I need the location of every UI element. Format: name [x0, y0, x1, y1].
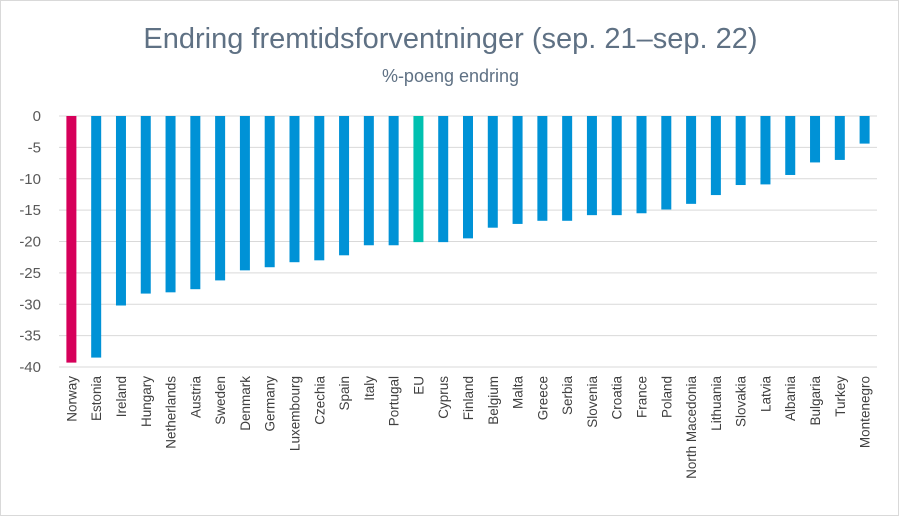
bar-albania [785, 116, 796, 175]
bar-serbia [562, 116, 573, 221]
x-tick-label: Cyprus [436, 376, 451, 419]
y-tick-label: -35 [19, 328, 41, 345]
x-tick-label: Slovenia [585, 376, 600, 428]
bar-malta [512, 116, 523, 224]
bar-bulgaria [810, 116, 821, 163]
y-tick-label: 0 [33, 108, 41, 125]
x-tick-label: Latvia [758, 376, 773, 413]
bar-ireland [115, 116, 126, 306]
chart-title: Endring fremtidsforventninger (sep. 21–s… [143, 23, 758, 55]
bar-belgium [487, 116, 498, 228]
x-tick-label: Hungary [139, 376, 154, 427]
x-tick-label: Turkey [833, 376, 848, 417]
bar-greece [537, 116, 548, 221]
y-tick-label: -5 [28, 139, 41, 156]
x-tick-label: Czechia [312, 376, 327, 425]
bar-poland [661, 116, 672, 210]
y-tick-label: -10 [19, 171, 41, 188]
bar-portugal [388, 116, 399, 246]
x-tick-label: Spain [337, 376, 352, 411]
bar-cyprus [438, 116, 449, 243]
bar-finland [463, 116, 473, 239]
bar-latvia [760, 116, 771, 185]
bar-sweden [215, 116, 226, 281]
bar-luxembourg [289, 116, 300, 263]
bar-spain [339, 116, 350, 256]
x-tick-label: Croatia [610, 376, 625, 420]
y-tick-label: -30 [19, 296, 41, 313]
x-tick-label: France [635, 376, 650, 418]
x-tick-label: Germany [263, 376, 278, 432]
bar-france [636, 116, 647, 214]
bar-north-macedonia [686, 116, 697, 204]
bar-turkey [834, 116, 845, 160]
x-tick-label: Luxembourg [287, 376, 302, 451]
chart-subtitle: %-poeng endring [381, 66, 520, 86]
bar-eu [413, 116, 424, 243]
bar-estonia [91, 116, 102, 358]
x-tick-label: Montenegro [858, 376, 873, 448]
x-tick-label: Belgium [486, 376, 501, 425]
bar-croatia [611, 116, 622, 216]
bar-czechia [314, 116, 325, 261]
x-tick-label: Sweden [213, 376, 228, 425]
bar-netherlands [165, 116, 176, 293]
bar-italy [363, 116, 374, 246]
x-tick-label: Ireland [114, 376, 129, 417]
x-tick-label: Greece [535, 376, 550, 420]
x-tick-label: Italy [362, 376, 377, 401]
x-tick-label: Portugal [387, 376, 402, 426]
x-tick-label: Lithuania [709, 376, 724, 431]
x-tick-label: Norway [64, 376, 79, 422]
y-tick-label: -15 [19, 202, 41, 219]
x-tick-label: Bulgaria [808, 376, 823, 426]
y-tick-label: -40 [19, 359, 41, 376]
x-tick-label: Netherlands [164, 376, 179, 449]
bar-austria [190, 116, 201, 290]
x-tick-label: Poland [659, 376, 674, 418]
bar-slovenia [586, 116, 597, 216]
x-tick-label: EU [411, 376, 426, 395]
bar-norway [66, 116, 77, 363]
bar-montenegro [859, 116, 870, 144]
x-tick-label: Estonia [89, 376, 104, 422]
bar-lithuania [710, 116, 721, 196]
bar-germany [264, 116, 275, 268]
x-tick-label: Serbia [560, 376, 575, 416]
x-tick-label: Slovakia [734, 376, 749, 428]
bar-slovakia [735, 116, 746, 186]
y-tick-label: -25 [19, 265, 41, 282]
x-tick-label: Finland [461, 376, 476, 420]
x-tick-label: Malta [511, 376, 526, 410]
x-tick-label: Albania [783, 376, 798, 422]
y-tick-label: -20 [19, 234, 41, 251]
bar-hungary [140, 116, 151, 294]
bar-denmark [239, 116, 250, 271]
x-tick-label: Denmark [238, 376, 253, 431]
x-tick-label: Austria [188, 376, 203, 419]
x-tick-label: North Macedonia [684, 376, 699, 479]
